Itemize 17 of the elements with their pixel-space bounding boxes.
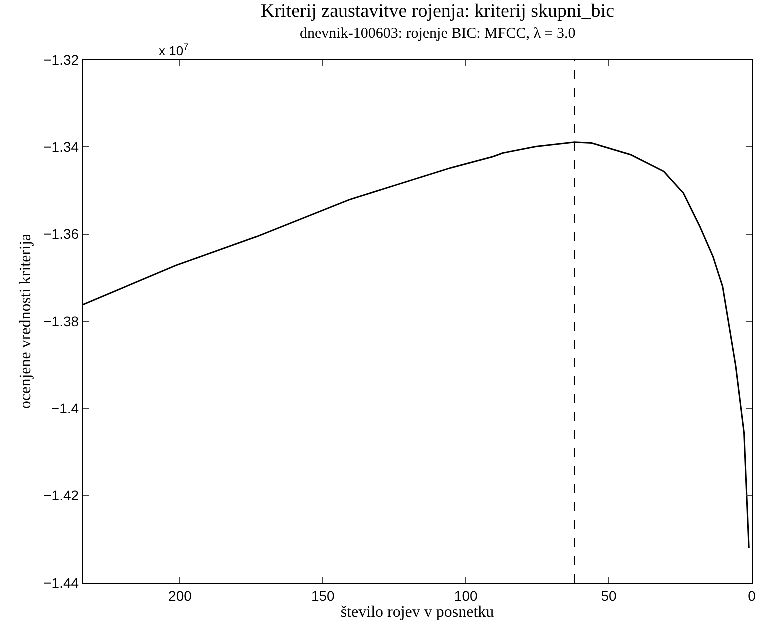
y-tick-label: −1.44 bbox=[44, 574, 80, 591]
text: x 10$^{7}$ bbox=[159, 42, 189, 58]
chart-subtitle: dnevnik-100603: rojenje BIC: MFCC, λ = 3.0 bbox=[300, 26, 576, 42]
x-tick-label: 200 bbox=[168, 588, 192, 604]
x-axis-title: število rojev v posnetku bbox=[340, 604, 494, 621]
y-tick-label: −1.38 bbox=[44, 313, 80, 330]
y-tick-label: −1.36 bbox=[44, 226, 80, 242]
y-tick-label: −1.42 bbox=[44, 488, 80, 504]
x-tick-label: 50 bbox=[601, 588, 618, 604]
x-tick-label: 150 bbox=[311, 588, 336, 604]
y-tick-label: −1.4 bbox=[51, 400, 80, 417]
x-tick-label: 100 bbox=[454, 588, 478, 604]
y-axis-title: ocenjene vrednosti kriterija bbox=[18, 234, 35, 410]
chart-title: Kriterij zaustavitve rojenja: kriterij skupni_bic bbox=[261, 1, 615, 22]
x-tick-label: 0 bbox=[748, 588, 756, 604]
y-tick-label: −1.34 bbox=[44, 139, 80, 156]
y-tick-label: −1.32 bbox=[44, 52, 80, 68]
